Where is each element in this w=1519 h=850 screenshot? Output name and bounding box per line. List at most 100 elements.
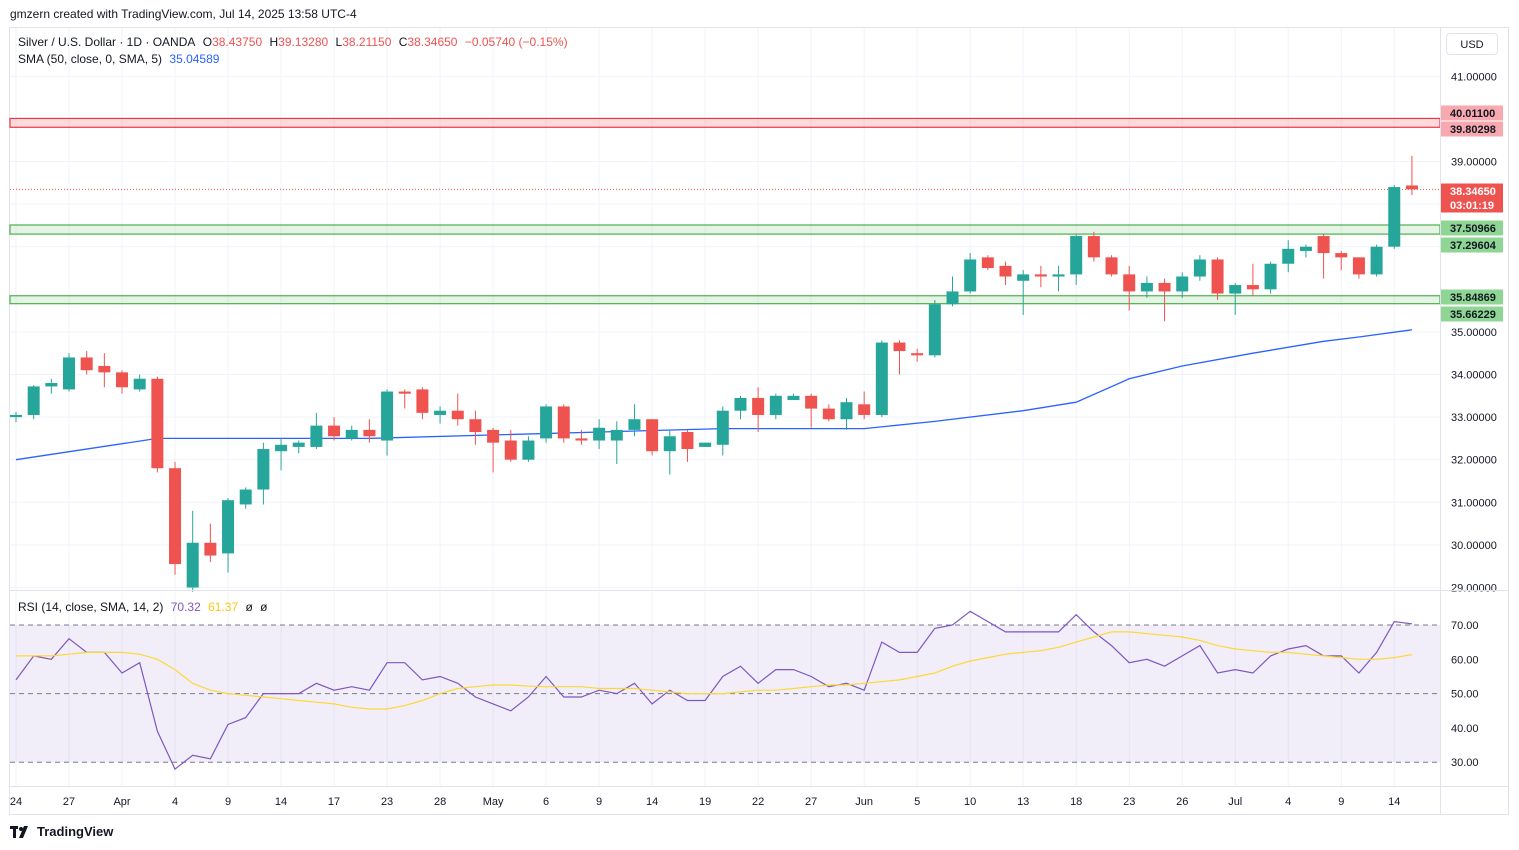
candle-body — [787, 395, 800, 401]
candle — [1264, 261, 1277, 294]
price-tick-label: 35.00000 — [1451, 327, 1497, 339]
time-tick-label: Apr — [113, 796, 130, 808]
price-tick-label: 33.00000 — [1451, 412, 1497, 424]
price-badge-bg — [1441, 183, 1503, 199]
candle-body — [275, 444, 288, 452]
candle-body — [1123, 274, 1136, 292]
candle — [1070, 233, 1083, 286]
candle-body — [1017, 274, 1030, 281]
ohlc-low: L38.21150 — [335, 35, 392, 49]
candle — [416, 387, 429, 420]
candle-body — [1158, 282, 1171, 292]
candle-body — [116, 372, 129, 388]
time-tick-label: 24 — [10, 796, 22, 808]
rsi-legend: RSI (14, close, SMA, 14, 2) 70.32 61.37 … — [18, 600, 272, 614]
candle-body — [1105, 257, 1118, 275]
time-tick-label: 27 — [63, 796, 75, 808]
candle-body — [928, 304, 941, 356]
candle-body — [1317, 236, 1330, 254]
sma-value: 35.04589 — [169, 52, 220, 66]
time-tick-label: 27 — [805, 796, 817, 808]
price-badge-resistance: 39.80298 — [1441, 121, 1503, 137]
candles — [10, 155, 1418, 592]
price-badge-bg — [1441, 105, 1503, 121]
resistance-zone — [9, 117, 1441, 128]
time-tick-label: 6 — [543, 796, 549, 808]
candle-body — [363, 429, 376, 437]
time-tick-label: 14 — [1388, 796, 1400, 808]
candle-body — [222, 500, 235, 554]
rsi-tick-label: 50.00 — [1451, 689, 1479, 701]
candle — [928, 299, 941, 358]
candle — [911, 348, 924, 362]
time-tick-label: 4 — [172, 796, 178, 808]
price-tick-label: 31.00000 — [1451, 497, 1497, 509]
candle-body — [964, 259, 977, 292]
time-tick-label: 9 — [225, 796, 231, 808]
candle — [1246, 263, 1259, 296]
candle-body — [10, 414, 22, 418]
time-tick-label: 19 — [699, 796, 711, 808]
candle — [133, 374, 146, 392]
candle-body — [946, 291, 959, 305]
candle-body — [1264, 263, 1277, 290]
candle — [10, 411, 22, 423]
price-tick-label: 30.00000 — [1451, 540, 1497, 552]
price-badge-bg — [1441, 306, 1503, 322]
candle — [204, 523, 217, 562]
sma-label: SMA (50, close, 0, SMA, 5) — [18, 52, 163, 66]
time-tick-label: 9 — [596, 796, 602, 808]
tradingview-brand[interactable]: TradingView — [10, 824, 113, 839]
ohlc-close: C38.34650 — [398, 35, 458, 49]
price-tick-label: 29.00000 — [1451, 583, 1497, 595]
chart-frame — [9, 27, 1509, 815]
time-tick-label: 26 — [1176, 796, 1188, 808]
candle-body — [239, 489, 252, 505]
candle — [381, 389, 394, 456]
price-zones — [9, 117, 1441, 305]
candle-body — [1229, 285, 1242, 294]
candle — [1335, 250, 1348, 271]
candle — [557, 404, 570, 443]
candle — [875, 340, 888, 418]
time-tick-label: 10 — [964, 796, 976, 808]
price-tick-label: 39.00000 — [1451, 157, 1497, 169]
time-tick-label: 28 — [434, 796, 446, 808]
candle — [275, 438, 288, 471]
candle-body — [540, 406, 553, 439]
candle-body — [769, 395, 782, 415]
price-change: −0.05740 (−0.15%) — [464, 35, 568, 49]
candle — [151, 376, 164, 473]
candle-body — [522, 440, 535, 460]
candle — [752, 387, 765, 433]
candle — [398, 389, 411, 409]
candle — [1229, 282, 1242, 315]
candle-body — [451, 410, 464, 420]
price-badge-text: 03:01:19 — [1450, 200, 1494, 212]
candle — [593, 419, 606, 450]
price-badge-support: 37.29604 — [1441, 237, 1503, 253]
candle — [1105, 255, 1118, 277]
candle-body — [999, 265, 1012, 277]
candle-body — [63, 357, 76, 390]
symbol-title: Silver / U.S. Dollar · 1D · OANDA — [18, 35, 196, 49]
price-badge-support: 35.66229 — [1441, 306, 1503, 322]
candle — [292, 440, 305, 454]
candle-body — [1405, 185, 1418, 190]
candle-body — [1052, 274, 1065, 277]
rsi-pane — [10, 610, 1440, 771]
time-tick-label: Jun — [855, 796, 873, 808]
candle — [540, 404, 553, 443]
candle — [328, 417, 341, 441]
candle — [1140, 276, 1153, 298]
candle — [575, 429, 588, 445]
candle — [858, 391, 871, 420]
currency-button[interactable]: USD — [1446, 33, 1498, 55]
sma-line — [15, 329, 1412, 461]
price-badge-bg — [1441, 121, 1503, 137]
candle-body — [981, 257, 994, 268]
candle-body — [45, 383, 58, 387]
candle — [451, 393, 464, 426]
candle-body — [1070, 236, 1083, 275]
